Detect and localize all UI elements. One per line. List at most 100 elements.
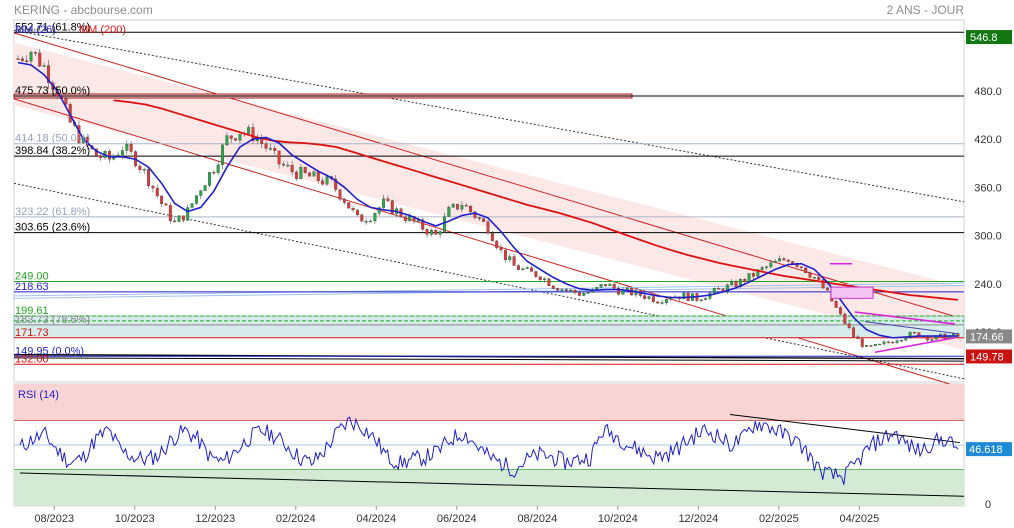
candle-body: [939, 333, 943, 336]
level-label: 199.61: [15, 305, 49, 317]
candle-body: [843, 313, 847, 324]
candle-body: [865, 345, 869, 347]
candle-body: [782, 258, 786, 261]
candle-body: [247, 127, 251, 134]
candle-body: [799, 266, 803, 268]
candle-body: [194, 195, 198, 204]
candle-body: [778, 258, 782, 262]
candle-body: [382, 198, 386, 208]
candle-body: [268, 148, 272, 150]
candle-body: [377, 207, 381, 214]
candle-body: [282, 163, 285, 166]
candle-body: [403, 216, 407, 221]
candle-body: [573, 289, 577, 293]
candle-body: [660, 302, 664, 304]
candle-body: [264, 143, 268, 149]
candle-body: [477, 217, 481, 219]
candle-body: [682, 292, 686, 300]
x-tick-label: 04/2024: [356, 513, 396, 525]
candle-body: [25, 60, 29, 62]
candle-body: [534, 271, 538, 277]
candle-body: [438, 231, 442, 235]
candle-body: [882, 341, 886, 345]
value-label-bg: [966, 30, 1012, 45]
triangle-lower: [874, 336, 956, 354]
x-tick-label: 08/2023: [34, 513, 74, 525]
candle-body: [743, 278, 747, 282]
rsi-tick-0: 0: [985, 499, 991, 511]
candle-body: [338, 189, 342, 200]
candle-body: [447, 206, 451, 217]
moving-averages: [17, 61, 959, 339]
candle-body: [817, 277, 821, 280]
candle-body: [312, 171, 316, 177]
trend-zones: [13, 29, 965, 389]
level-label: 218.63: [15, 281, 49, 293]
candle-body: [251, 127, 255, 142]
rsi-trend-lower: [19, 472, 965, 497]
candle-body: [308, 172, 312, 177]
candle-body: [107, 151, 111, 160]
candle-body: [303, 167, 307, 174]
descending-channel-fill: [14, 42, 964, 350]
candle-body: [360, 214, 364, 222]
candle-body: [229, 135, 233, 139]
candle-body: [164, 203, 168, 206]
legend-ma200: MM (200): [79, 24, 126, 36]
level-label: 171.73: [15, 327, 49, 339]
candle-body: [33, 52, 37, 54]
candle-body: [168, 205, 172, 222]
candle-body: [730, 281, 734, 286]
candle-body: [856, 336, 860, 340]
candle-body: [20, 58, 24, 61]
channel-lower-line: [13, 98, 965, 389]
ma26-line: [17, 61, 958, 339]
y-tick-label: 300.0: [974, 231, 1002, 243]
candle-body: [277, 150, 281, 165]
candle-body: [577, 292, 581, 296]
level-label: 132.00: [15, 353, 49, 365]
candle-body: [29, 52, 33, 62]
rsi-overbought-zone: [14, 384, 964, 421]
candle-body: [490, 233, 494, 242]
candle-body: [508, 256, 512, 260]
candle-body: [129, 144, 133, 152]
candle-body: [760, 267, 764, 270]
candle-body: [860, 338, 864, 347]
candle-body: [704, 298, 708, 300]
chart-title: KERING - abcbourse.com: [14, 3, 153, 17]
candle-body: [482, 218, 486, 222]
rsi-value-bg: [966, 442, 1012, 457]
candle-body: [878, 343, 882, 346]
x-tick-label: 10/2023: [115, 513, 155, 525]
candle-body: [351, 208, 355, 211]
candle-body: [260, 138, 264, 144]
candle-body: [160, 195, 164, 204]
candle-body: [712, 288, 716, 294]
candle-body: [547, 278, 551, 286]
right-value-labels: 546.8 174.66 149.78: [966, 30, 1012, 364]
value-label: 546.8: [970, 32, 998, 44]
candle-body: [425, 229, 429, 235]
y-tick-label: 360.0: [974, 182, 1002, 194]
x-tick-label: 12/2023: [195, 513, 235, 525]
candle-body: [930, 339, 934, 341]
candle-body: [473, 211, 477, 218]
candle-body: [325, 176, 329, 185]
y-tick-label: 420.0: [974, 134, 1002, 146]
candle-body: [190, 203, 194, 208]
candle-body: [564, 289, 568, 291]
candle-body: [421, 219, 425, 230]
blue-trend-line-2: [13, 282, 965, 297]
candle-body: [208, 172, 211, 186]
candle-body: [604, 284, 607, 286]
level-label: 552.71 (61.8%): [15, 21, 90, 33]
candle-body: [151, 185, 155, 189]
x-axis: 08/2023 10/2023 12/2023 02/2024 04/2024 06/20…: [34, 506, 879, 525]
candle-body: [373, 213, 377, 222]
candle-body: [47, 65, 50, 83]
candle-body: [321, 180, 325, 185]
candle-body: [612, 283, 616, 289]
candle-body: [295, 171, 298, 179]
